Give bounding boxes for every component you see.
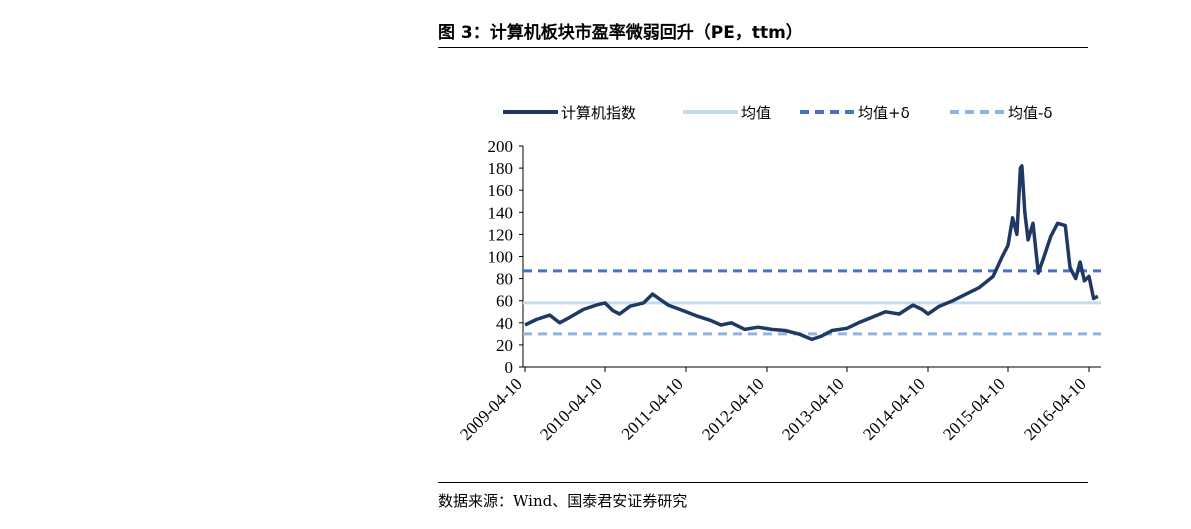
x-tick-label: 2010-04-10	[536, 374, 606, 444]
y-tick-label: 60	[496, 292, 513, 311]
legend-label: 均值-δ	[1008, 104, 1053, 122]
x-tick-label: 2011-04-10	[618, 374, 687, 443]
y-tick-label: 20	[496, 336, 513, 355]
x-tick-label: 2016-04-10	[1020, 374, 1090, 444]
source-divider	[438, 482, 1088, 483]
legend-label: 计算机指数	[561, 104, 636, 122]
x-tick-label: 2015-04-10	[939, 374, 1009, 444]
y-axis: 0 20 40 60 80 100 120 140 160 180 200	[488, 137, 524, 377]
x-tick-label: 2014-04-10	[859, 374, 929, 444]
y-tick-label: 40	[496, 314, 513, 333]
legend-label: 均值	[741, 104, 771, 122]
pe-line-chart: 计算机指数 均值 均值+δ 均值-δ 0 20 40 60 80 100 120 140 160 180…	[456, 104, 1101, 444]
figure-title: 图 3：计算机板块市盈率微弱回升（PE，ttm）	[438, 23, 803, 43]
y-tick-label: 160	[488, 181, 514, 200]
x-tick-label: 2012-04-10	[698, 374, 768, 444]
y-tick-label: 140	[488, 203, 514, 222]
plot-area	[523, 164, 1101, 342]
y-tick-label: 200	[488, 137, 514, 156]
x-axis: 2009-04-10 2010-04-10 2011-04-10 2012-04-10…	[456, 366, 1101, 444]
y-tick-label: 80	[496, 270, 513, 289]
series-line-computer-index	[524, 164, 1099, 342]
x-tick-label: 2009-04-10	[456, 374, 526, 444]
chart-legend: 计算机指数 均值 均值+δ 均值-δ	[503, 104, 1053, 122]
y-tick-label: 120	[488, 225, 514, 244]
source-note: 数据来源：Wind、国泰君安证券研究	[438, 492, 688, 510]
y-tick-label: 100	[488, 248, 514, 267]
legend-label: 均值+δ	[858, 104, 910, 122]
y-tick-label: 0	[505, 358, 514, 377]
y-tick-label: 180	[488, 159, 514, 178]
title-divider	[438, 47, 1088, 48]
x-tick-label: 2013-04-10	[778, 374, 848, 444]
